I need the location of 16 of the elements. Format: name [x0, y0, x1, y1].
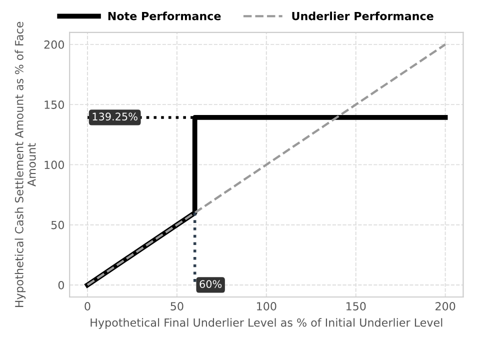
- x-tick-label: 200: [436, 302, 456, 310]
- annotation: 60%: [200, 280, 222, 288]
- x-tick-label: 0: [84, 302, 90, 310]
- legend-label: Underlier Performance: [292, 12, 434, 20]
- y-tick-label: 100: [44, 160, 64, 170]
- x-axis-title: Hypothetical Final Underlier Level as % of Initial Underlier Level: [90, 318, 442, 329]
- y-axis-title: Hypothetical Cash Settlement Amount as % of Face Amount: [14, 22, 36, 308]
- annotation: 139.25%: [92, 112, 138, 121]
- y-tick-label: 150: [44, 100, 64, 109]
- y-tick-label: 200: [44, 40, 64, 49]
- x-tick-label: 100: [257, 302, 276, 310]
- legend-label: Note Performance: [108, 12, 221, 20]
- y-tick-label: 0: [58, 280, 64, 290]
- y-tick-label: 50: [51, 220, 64, 230]
- x-tick-label: 150: [346, 302, 366, 310]
- x-tick-label: 50: [170, 302, 184, 310]
